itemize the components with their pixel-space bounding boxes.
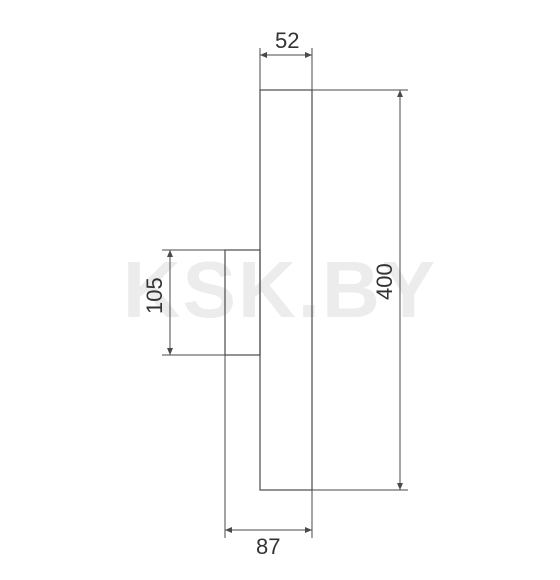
- dimension-texts: 52 400 105 87: [142, 28, 397, 559]
- dim-87-label: 87: [256, 534, 280, 559]
- technical-drawing: 52 400 105 87: [0, 0, 560, 580]
- dim-400-label: 400: [372, 263, 397, 300]
- tube-rect: [260, 90, 312, 490]
- dim-105-label: 105: [142, 277, 167, 314]
- object-outline: [225, 90, 312, 490]
- dim-52-label: 52: [275, 28, 299, 53]
- block-rect: [225, 250, 260, 355]
